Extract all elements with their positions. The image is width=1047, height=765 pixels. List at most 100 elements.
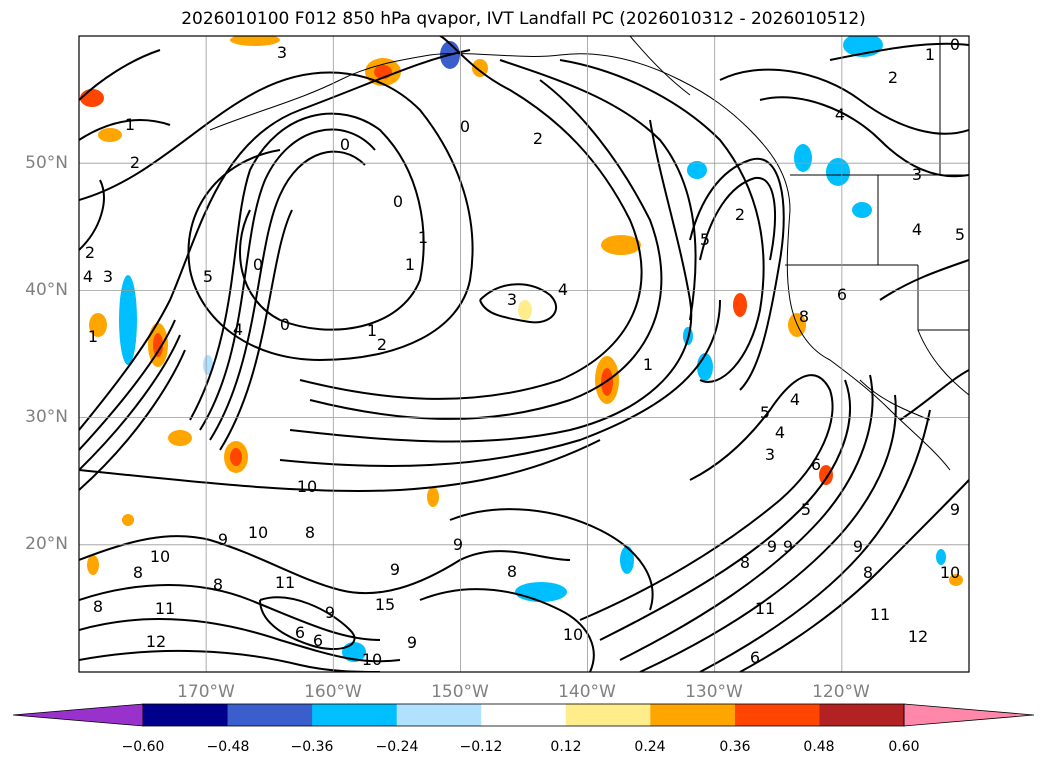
coastline — [917, 329, 969, 396]
contour-label: 5 — [760, 403, 770, 422]
contour-line — [739, 479, 969, 672]
anomaly-blob — [794, 144, 812, 172]
contour-label: 0 — [460, 117, 470, 136]
contour-line — [699, 176, 776, 261]
anomaly-blob — [601, 235, 641, 255]
contour-label: 4 — [790, 390, 800, 409]
anomaly-blob — [427, 487, 439, 507]
contour-label: 6 — [313, 631, 323, 650]
lon-label: 170°W — [177, 682, 235, 702]
lat-label: 30°N — [25, 407, 68, 427]
contour-label: 11 — [755, 599, 775, 618]
contour-label: 9 — [950, 500, 960, 519]
contour-line — [79, 618, 401, 663]
contour-line — [829, 42, 969, 61]
contour-label: 8 — [305, 523, 315, 542]
coastline — [629, 36, 691, 96]
contour-line — [449, 508, 654, 611]
contour-line — [639, 394, 897, 672]
contour-label: 3 — [103, 267, 113, 286]
contour-label: 1 — [125, 115, 135, 134]
contour-line — [79, 179, 105, 251]
contour-line — [79, 439, 601, 492]
plot-frame — [78, 35, 970, 673]
anomaly-blob — [122, 514, 134, 526]
lon-labels: 170°W 160°W 150°W 140°W 130°W 120°W — [177, 682, 870, 702]
contour-label: 5 — [700, 230, 710, 249]
anomaly-blob — [936, 549, 946, 565]
contour-line — [79, 119, 171, 141]
colorbar-tick-label: −0.12 — [460, 739, 503, 755]
contour-label: 1 — [88, 327, 98, 346]
colorbar-segment — [650, 704, 736, 726]
contour-label: 6 — [750, 648, 760, 667]
contour-line — [719, 68, 969, 135]
anomaly-blob — [89, 313, 107, 337]
contour-line — [79, 49, 471, 431]
contour-label: 0 — [393, 192, 403, 211]
contour-line — [259, 596, 356, 650]
colorbar-extend-low — [12, 703, 144, 727]
colorbar-segment — [481, 704, 567, 726]
lon-label: 130°W — [685, 682, 743, 702]
contour-line — [599, 379, 851, 641]
contour-line — [79, 71, 474, 362]
contour-line — [299, 36, 643, 400]
map-title: 2026010100 F012 850 hPa qvapor, IVT Land… — [181, 9, 866, 29]
ivt-contours — [79, 36, 969, 672]
anomaly-blob — [733, 293, 747, 317]
colorbar — [12, 703, 1035, 727]
contour-label: 8 — [507, 562, 517, 581]
colorbar-segment — [396, 704, 482, 726]
contour-label: 0 — [950, 35, 960, 54]
contour-label: 3 — [912, 165, 922, 184]
contour-label: 2 — [888, 68, 898, 87]
contour-label: 1 — [418, 228, 428, 247]
coastlines — [209, 36, 969, 471]
contour-label: 4 — [558, 280, 568, 299]
anomaly-blob — [949, 574, 963, 586]
contour-label: 8 — [799, 307, 809, 326]
contour-line — [289, 119, 693, 443]
contour-label: 10 — [248, 523, 268, 542]
colorbar-tick-label: −0.36 — [291, 739, 334, 755]
contour-label: 0 — [340, 135, 350, 154]
contour-label: 11 — [155, 599, 175, 618]
coastline — [209, 53, 951, 471]
contour-label: 1 — [367, 321, 377, 340]
colorbar-tick-label: −0.24 — [376, 739, 419, 755]
contour-label: 10 — [150, 547, 170, 566]
contour-label: 3 — [507, 290, 517, 309]
colorbar-segment — [312, 704, 398, 726]
contour-label: 0 — [253, 255, 263, 274]
contour-label: 12 — [908, 627, 928, 646]
contour-line — [559, 59, 765, 383]
contour-label: 9 — [325, 603, 335, 622]
contour-label: 6 — [295, 623, 305, 642]
contour-label: 2 — [377, 335, 387, 354]
lat-label: 40°N — [25, 280, 68, 300]
contour-label: 2 — [85, 243, 95, 262]
anomaly-blob — [826, 158, 850, 186]
contour-line — [79, 49, 161, 101]
colorbar-segment — [565, 704, 651, 726]
contour-label: 6 — [837, 285, 847, 304]
contour-label: 3 — [765, 445, 775, 464]
anomaly-blob — [230, 36, 280, 46]
anomaly-blob — [515, 582, 567, 602]
contour-line — [879, 259, 969, 301]
contour-label: 9 — [853, 537, 863, 556]
contour-label: 9 — [218, 530, 228, 549]
anomaly-blob — [687, 161, 707, 179]
anomaly-blob — [697, 353, 713, 381]
contour-label: 1 — [925, 45, 935, 64]
contour-line — [79, 584, 381, 641]
contour-label: 11 — [275, 573, 295, 592]
contour-label: 11 — [870, 605, 890, 624]
contour-labels: 3 1 2 0 0 2 0 0 5 1 1 0 4 1 2 3 4 4 3 2 … — [83, 35, 965, 669]
contour-label: 6 — [811, 455, 821, 474]
contour-label: 10 — [563, 625, 583, 644]
anomaly-blob — [472, 59, 488, 77]
contour-label: 10 — [297, 477, 317, 496]
